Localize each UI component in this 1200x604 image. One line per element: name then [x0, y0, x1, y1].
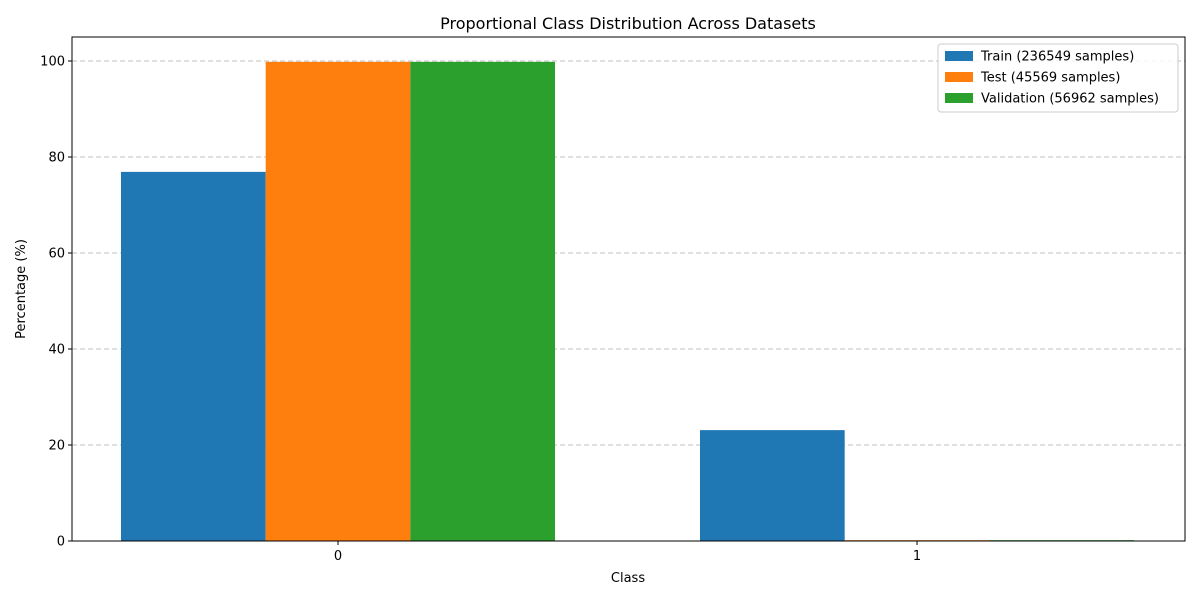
legend-label: Test (45569 samples) [980, 71, 1120, 86]
y-tick-label: 80 [48, 151, 65, 166]
x-tick-label: 1 [913, 549, 921, 564]
bar-test-class-0 [265, 61, 411, 541]
x-axis-label: Class [611, 571, 645, 586]
y-tick-label: 60 [48, 247, 65, 262]
plot-frame [71, 36, 1186, 542]
y-tick-label: 0 [57, 535, 65, 550]
legend: Train (236549 samples) Test (45569 sample… [937, 43, 1179, 113]
legend-label: Train (236549 samples) [980, 50, 1134, 65]
legend-swatch [945, 51, 973, 61]
legend-swatch [945, 72, 973, 82]
y-tick-label: 40 [48, 343, 65, 358]
y-tick-label: 20 [48, 439, 65, 454]
legend-box [937, 43, 1179, 113]
chart-title: Proportional Class Distribution Across D… [440, 14, 816, 33]
legend-swatch [945, 93, 973, 103]
y-axis-ticks: 0 20 40 60 80 100 [40, 55, 72, 550]
x-tick-label: 0 [334, 549, 342, 564]
bar-train-class-1 [700, 430, 845, 541]
bars [121, 61, 1134, 541]
bar-train-class-0 [121, 171, 266, 541]
y-tick-label: 100 [40, 55, 65, 70]
legend-label: Validation (56962 samples) [981, 92, 1159, 107]
y-axis-label: Percentage (%) [14, 239, 29, 339]
bar-validation-class-0 [410, 61, 555, 541]
